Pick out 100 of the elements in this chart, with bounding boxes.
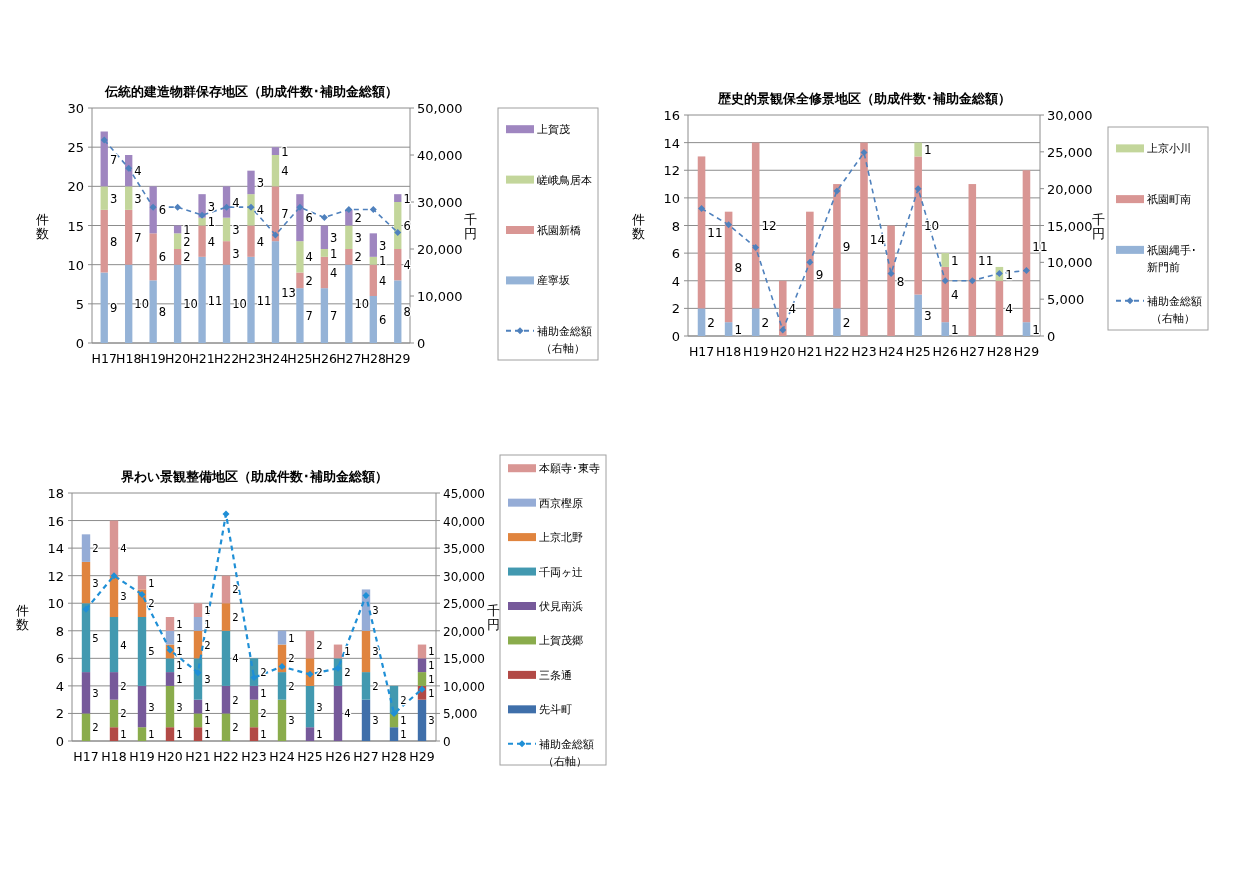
data-label: 3 xyxy=(134,191,142,206)
y2-tick-label: 30,000 xyxy=(417,195,463,210)
point xyxy=(125,164,133,172)
data-label: 3 xyxy=(92,577,99,589)
y2-axis-title: 千円 xyxy=(1091,211,1105,241)
bar xyxy=(247,170,255,195)
bar xyxy=(320,249,329,257)
bar xyxy=(137,727,147,741)
bar xyxy=(369,233,377,257)
bar xyxy=(751,308,760,336)
data-label: 3 xyxy=(204,674,211,685)
data-label: 4 xyxy=(788,302,797,317)
point xyxy=(369,206,377,214)
data-label: 6 xyxy=(378,313,387,328)
y-tick-label: 12 xyxy=(663,163,680,179)
bar xyxy=(394,194,402,202)
y-tick-label: 0 xyxy=(671,329,680,344)
data-label: 2 xyxy=(120,680,127,692)
data-label: 1 xyxy=(120,729,127,741)
data-label: 1 xyxy=(148,729,155,741)
bar xyxy=(165,617,175,631)
point xyxy=(320,214,328,222)
bar xyxy=(109,520,119,576)
y-tick-label: 15 xyxy=(67,218,84,234)
bar xyxy=(137,617,147,686)
y-tick-label: 25 xyxy=(67,140,84,156)
legend-label: 祇園縄手･新門前 xyxy=(1147,243,1197,274)
bar xyxy=(222,264,231,343)
point xyxy=(779,326,787,334)
bar xyxy=(247,225,255,257)
data-label: 3 xyxy=(120,591,127,603)
bar xyxy=(296,241,304,273)
y2-tick-label: 5,000 xyxy=(1047,292,1085,308)
y2-tick-label: 20,000 xyxy=(1047,181,1093,197)
x-tick-label: H19 xyxy=(140,351,166,366)
bar xyxy=(345,209,353,226)
point xyxy=(82,605,90,613)
bar xyxy=(833,308,841,336)
data-label: 11 xyxy=(207,293,223,308)
bar xyxy=(296,272,304,289)
bar xyxy=(389,727,399,741)
bar xyxy=(81,603,91,673)
bar xyxy=(271,241,280,343)
data-label: 3 xyxy=(428,715,435,727)
bar xyxy=(277,630,287,645)
y-tick-label: 0 xyxy=(75,336,84,351)
y-tick-label: 10 xyxy=(67,257,84,273)
legend-label: 西京樫原 xyxy=(539,496,583,510)
bar xyxy=(941,266,950,323)
bar xyxy=(221,630,231,686)
y2-tick-label: 25,000 xyxy=(1047,144,1093,160)
bar xyxy=(100,209,108,273)
bar xyxy=(320,225,329,249)
data-label: 4 xyxy=(344,708,351,720)
bar xyxy=(271,186,280,242)
data-label: 3 xyxy=(232,246,240,261)
legend-label: 祇園新橋 xyxy=(537,224,581,237)
bar xyxy=(165,658,175,673)
bar xyxy=(221,603,231,631)
data-label: 4 xyxy=(256,203,264,218)
data-label: 2 xyxy=(842,315,851,330)
legend-label: 千両ヶ辻 xyxy=(539,565,583,579)
bar xyxy=(125,264,133,343)
data-label: 2 xyxy=(372,680,379,692)
legend-label: 本願寺･東寺 xyxy=(539,462,600,476)
bar xyxy=(914,142,922,157)
data-label: 1 xyxy=(951,322,959,337)
data-label: 8 xyxy=(734,260,743,275)
bar xyxy=(914,294,922,336)
bar xyxy=(81,672,91,714)
bar xyxy=(361,699,371,741)
data-label: 11 xyxy=(256,293,272,308)
point xyxy=(194,669,202,677)
data-label: 8 xyxy=(158,305,167,320)
data-label: 7 xyxy=(305,309,313,324)
x-tick-label: H24 xyxy=(269,749,295,764)
data-label: 2 xyxy=(316,639,323,651)
data-label: 1 xyxy=(148,577,155,589)
data-label: 1 xyxy=(207,215,216,230)
data-label: 1 xyxy=(260,729,267,741)
bar xyxy=(369,256,377,265)
data-label: 8 xyxy=(896,274,905,289)
bar xyxy=(193,603,203,617)
bar xyxy=(860,142,868,336)
bar xyxy=(724,322,733,336)
bar xyxy=(394,249,402,281)
data-label: 1 xyxy=(428,660,435,672)
x-tick-label: H23 xyxy=(241,749,267,764)
data-label: 11 xyxy=(707,226,723,241)
data-label: 1 xyxy=(176,632,183,644)
x-tick-label: H21 xyxy=(189,351,215,366)
y2-tick-label: 30,000 xyxy=(1047,108,1093,123)
y-tick-label: 4 xyxy=(671,273,680,289)
x-tick-label: H26 xyxy=(325,749,351,764)
y-axis-title: 件数 xyxy=(631,211,645,241)
data-label: 8 xyxy=(109,234,118,249)
y-tick-label: 14 xyxy=(663,135,680,151)
data-label: 14 xyxy=(869,233,886,248)
point xyxy=(394,229,402,237)
y2-tick-label: 40,000 xyxy=(443,514,485,529)
